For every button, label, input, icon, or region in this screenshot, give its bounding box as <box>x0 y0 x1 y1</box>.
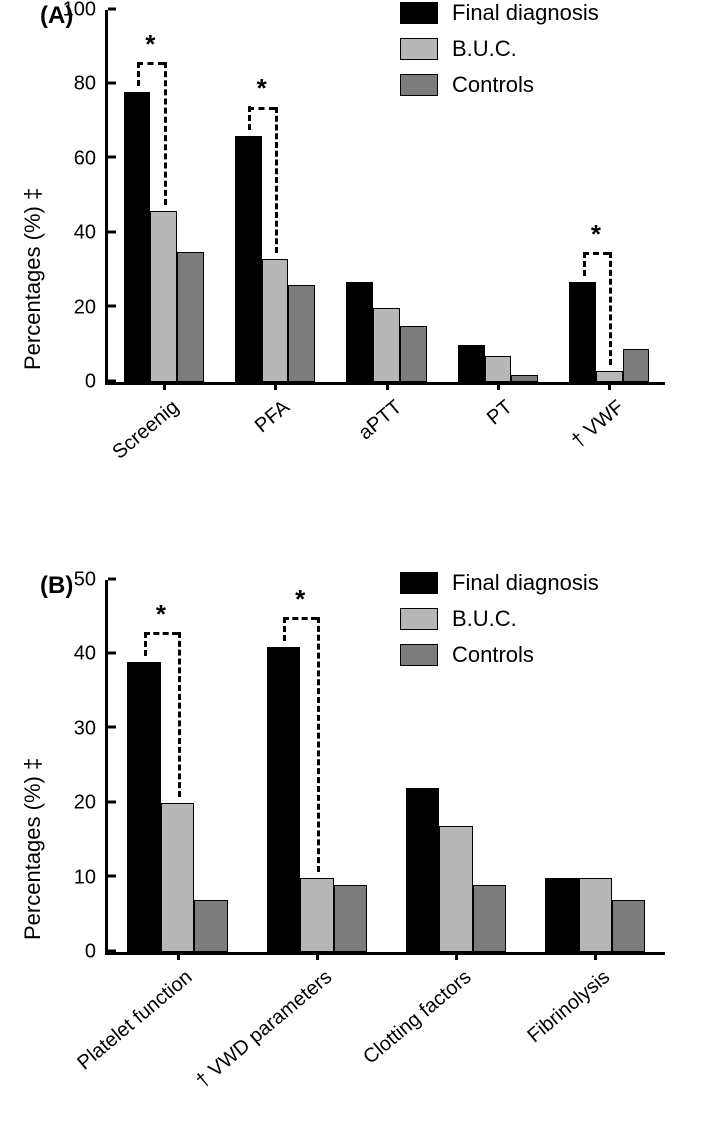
significance-bracket <box>248 107 275 254</box>
x-category-label: PFA <box>251 396 295 438</box>
panel-b-label: (B) <box>40 572 73 600</box>
y-tick-label: 10 <box>74 866 108 889</box>
bar <box>288 285 315 382</box>
significance-arm <box>283 617 286 641</box>
bar <box>473 885 506 952</box>
significance-arm <box>178 632 181 797</box>
bar <box>458 345 485 382</box>
bar <box>373 308 400 382</box>
significance-arm <box>275 107 278 254</box>
bar <box>545 878 578 952</box>
significance-arm <box>248 106 251 130</box>
significance-arm <box>317 617 320 872</box>
y-tick-label: 40 <box>74 222 108 245</box>
bar <box>177 252 204 382</box>
panel-b: (B) Final diagnosis B.U.C. Controls Perc… <box>0 570 709 1148</box>
bar <box>346 282 373 382</box>
bar <box>300 878 333 952</box>
significance-bracket <box>583 252 610 365</box>
y-tick-label: 20 <box>74 792 108 815</box>
x-category-label: aPTT <box>354 396 406 445</box>
x-tick-mark <box>594 952 597 960</box>
bar <box>612 900 645 952</box>
figure: (A) Final diagnosis B.U.C. Controls Perc… <box>0 0 709 1148</box>
x-tick-mark <box>608 382 611 390</box>
significance-arm <box>137 62 140 86</box>
y-tick-label: 80 <box>74 73 108 96</box>
significance-arm <box>609 252 612 365</box>
bar <box>334 885 367 952</box>
bar <box>262 259 289 382</box>
significance-star: * <box>145 29 155 60</box>
x-tick-mark <box>316 952 319 960</box>
significance-arm <box>164 62 167 205</box>
significance-star: * <box>257 73 267 104</box>
x-category-label: † VWF <box>567 396 629 453</box>
y-tick-label: 50 <box>74 569 108 592</box>
y-tick-label: 40 <box>74 643 108 666</box>
significance-star: * <box>591 219 601 250</box>
x-tick-mark <box>455 952 458 960</box>
significance-bracket <box>144 632 177 797</box>
panel-a-plot-area: 020406080100ScreenigPFAaPTTPT† VWF*** <box>105 10 665 385</box>
y-tick-label: 0 <box>85 941 108 964</box>
panel-a-y-axis-label: Percentages (%) ‡ <box>20 188 46 370</box>
x-category-label: Clotting factors <box>359 966 476 1069</box>
significance-bracket <box>283 617 316 872</box>
panel-a: (A) Final diagnosis B.U.C. Controls Perc… <box>0 0 709 540</box>
x-category-label: Platelet function <box>74 966 198 1075</box>
bar <box>400 326 427 382</box>
significance-arm <box>144 632 147 656</box>
bar <box>161 803 194 952</box>
x-tick-mark <box>163 382 166 390</box>
y-tick-label: 0 <box>85 371 108 394</box>
x-category-label: † VWD parameters <box>192 966 337 1093</box>
x-tick-mark <box>177 952 180 960</box>
y-tick-label: 100 <box>63 0 108 22</box>
bar <box>439 826 472 952</box>
bar <box>406 788 439 952</box>
significance-arm <box>583 252 586 276</box>
significance-bracket <box>137 62 164 205</box>
x-tick-mark <box>274 382 277 390</box>
panel-b-plot-area: 01020304050Platelet function† VWD parame… <box>105 580 665 955</box>
bar <box>485 356 512 382</box>
bar <box>596 371 623 382</box>
panel-b-y-axis-label: Percentages (%) ‡ <box>20 758 46 940</box>
significance-star: * <box>156 599 166 630</box>
x-tick-mark <box>497 382 500 390</box>
x-category-label: Screenig <box>108 396 183 464</box>
bar <box>579 878 612 952</box>
y-tick-label: 20 <box>74 296 108 319</box>
x-tick-mark <box>386 382 389 390</box>
y-tick-label: 60 <box>74 147 108 170</box>
bar <box>194 900 227 952</box>
bar <box>511 375 538 382</box>
x-category-label: Fibrinolysis <box>524 966 615 1048</box>
bar <box>150 211 177 382</box>
x-category-label: PT <box>483 396 517 430</box>
y-tick-label: 30 <box>74 717 108 740</box>
significance-star: * <box>295 584 305 615</box>
bar <box>623 349 650 382</box>
